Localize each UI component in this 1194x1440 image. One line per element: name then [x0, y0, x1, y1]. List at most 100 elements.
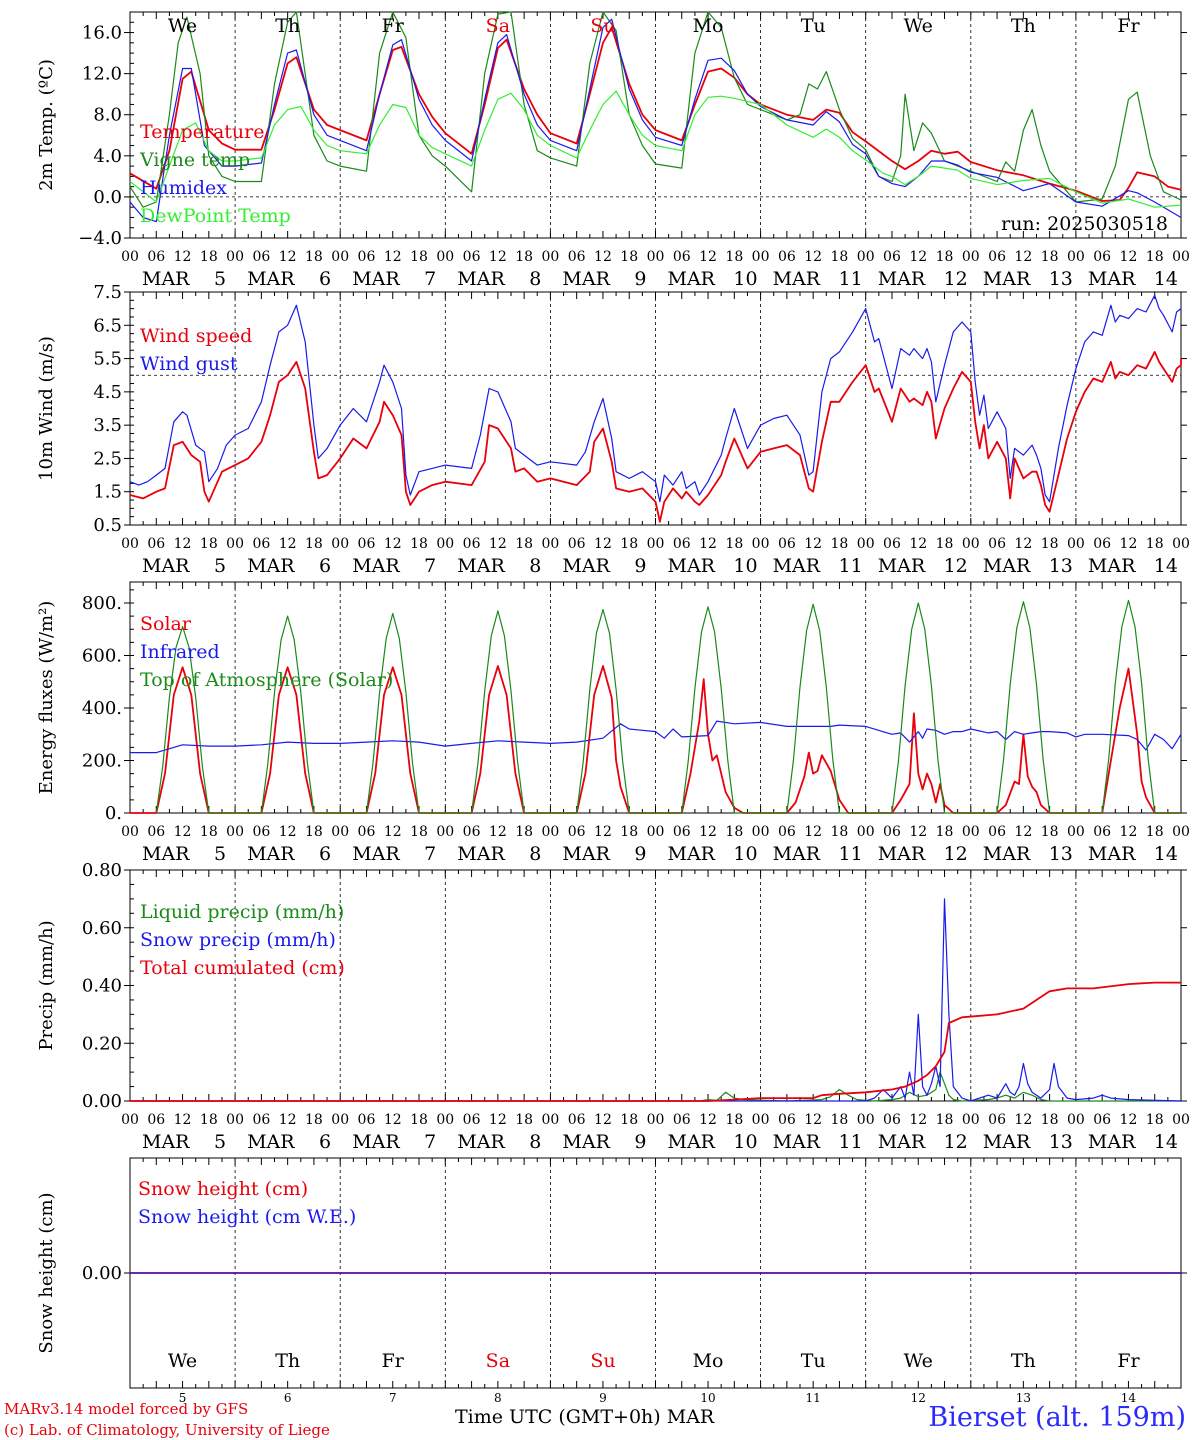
month-label: MAR — [1088, 555, 1136, 577]
date-label: 7 — [424, 1131, 436, 1153]
date-label: 12 — [944, 555, 968, 577]
legend-entry: Humidex — [140, 177, 227, 199]
hour-tick-label: 00 — [226, 824, 244, 840]
date-label: 5 — [214, 555, 226, 577]
hour-tick-label: 12 — [489, 536, 507, 552]
hour-tick-label: 12 — [699, 824, 717, 840]
hour-tick-label: 00 — [1172, 824, 1190, 840]
hour-tick-label: 18 — [831, 1112, 849, 1128]
hour-tick-label: 06 — [252, 1112, 270, 1128]
month-label: MAR — [878, 268, 926, 290]
hour-tick-label: 06 — [252, 249, 270, 265]
hour-tick-label: 18 — [831, 536, 849, 552]
hour-tick-label: 18 — [1041, 1112, 1059, 1128]
date-label: 11 — [839, 1131, 863, 1153]
series-line-blue — [129, 18, 1182, 223]
date-label: 10 — [733, 1131, 757, 1153]
hour-tick-label: 06 — [1093, 536, 1111, 552]
hour-tick-label: 12 — [279, 249, 297, 265]
series-line-lightgreen — [129, 90, 1182, 208]
hour-tick-label: 00 — [331, 824, 349, 840]
month-label: MAR — [352, 1131, 400, 1153]
month-label: MAR — [668, 843, 716, 865]
date-label: 12 — [911, 1391, 926, 1405]
month-label: MAR — [878, 843, 926, 865]
date-label: 11 — [839, 555, 863, 577]
hour-tick-label: 00 — [436, 536, 454, 552]
month-label: MAR — [562, 843, 610, 865]
hour-tick-label: 06 — [463, 1112, 481, 1128]
y-tick-label: 400. — [82, 698, 122, 719]
hour-tick-label: 12 — [1120, 824, 1138, 840]
weekday-label: Mo — [693, 1350, 724, 1372]
hour-tick-label: 06 — [147, 824, 165, 840]
hour-tick-label: 12 — [699, 536, 717, 552]
hour-tick-label: 00 — [226, 536, 244, 552]
y-tick-label: 2.5 — [93, 448, 122, 469]
month-label: MAR — [247, 268, 295, 290]
hour-tick-label: 18 — [305, 824, 323, 840]
hour-tick-label: 12 — [804, 536, 822, 552]
hour-tick-label: 18 — [200, 1112, 218, 1128]
month-label: MAR — [352, 268, 400, 290]
y-tick-label: 3.5 — [93, 415, 122, 436]
date-label: 5 — [214, 843, 226, 865]
hour-tick-label: 12 — [384, 824, 402, 840]
y-tick-label: 0.00 — [82, 1091, 122, 1112]
hour-tick-label: 12 — [384, 249, 402, 265]
month-label: MAR — [142, 843, 190, 865]
date-label: 8 — [529, 268, 541, 290]
date-label: 8 — [529, 1131, 541, 1153]
y-tick-label: 800. — [82, 593, 122, 614]
y-axis-label: 2m Temp. (ºC) — [36, 59, 57, 191]
month-label: MAR — [1088, 1131, 1136, 1153]
hour-tick-label: 18 — [1041, 536, 1059, 552]
weekday-label: Th — [1011, 1350, 1036, 1372]
weekday-label: Fr — [1117, 1350, 1140, 1372]
hour-tick-label: 06 — [883, 1112, 901, 1128]
hour-tick-label: 00 — [1067, 824, 1085, 840]
weekday-label: We — [168, 1350, 197, 1372]
date-label: 7 — [424, 268, 436, 290]
y-tick-label: 1.5 — [93, 482, 122, 503]
hour-tick-label: 00 — [121, 824, 139, 840]
weekday-label: Fr — [382, 1350, 405, 1372]
hour-tick-label: 18 — [200, 824, 218, 840]
hour-tick-label: 06 — [673, 1112, 691, 1128]
date-label: 5 — [179, 1391, 187, 1405]
date-label: 13 — [1049, 268, 1073, 290]
date-label: 11 — [839, 843, 863, 865]
weekday-label: Tu — [801, 15, 826, 37]
hour-tick-label: 00 — [331, 536, 349, 552]
legend-entry: Snow height (cm W.E.) — [138, 1206, 356, 1228]
month-label: MAR — [247, 555, 295, 577]
month-label: MAR — [1088, 268, 1136, 290]
hour-tick-label: 18 — [515, 1112, 533, 1128]
weekday-label: Th — [275, 1350, 300, 1372]
month-label: MAR — [1088, 843, 1136, 865]
hour-tick-label: 06 — [988, 249, 1006, 265]
hour-tick-label: 00 — [647, 1112, 665, 1128]
date-label: 5 — [214, 1131, 226, 1153]
hour-tick-label: 12 — [1014, 1112, 1032, 1128]
hour-tick-label: 06 — [358, 824, 376, 840]
weekday-label: We — [168, 15, 197, 37]
weekday-label: Th — [1011, 15, 1036, 37]
month-label: MAR — [668, 555, 716, 577]
hour-tick-label: 12 — [1014, 536, 1032, 552]
hour-tick-label: 12 — [384, 536, 402, 552]
hour-tick-label: 00 — [541, 824, 559, 840]
hour-tick-label: 12 — [594, 1112, 612, 1128]
hour-tick-label: 12 — [174, 249, 192, 265]
y-tick-label: 4.5 — [93, 382, 122, 403]
hour-tick-label: 00 — [647, 536, 665, 552]
date-label: 9 — [599, 1391, 607, 1405]
hour-tick-label: 00 — [541, 1112, 559, 1128]
panel-snow — [124, 1157, 1187, 1389]
y-tick-label: 0.00 — [82, 1263, 122, 1284]
y-tick-label: 5.5 — [93, 349, 122, 370]
month-label: MAR — [773, 1131, 821, 1153]
date-label: 9 — [634, 268, 646, 290]
hour-tick-label: 06 — [568, 824, 586, 840]
y-tick-label: 8.0 — [93, 105, 122, 126]
